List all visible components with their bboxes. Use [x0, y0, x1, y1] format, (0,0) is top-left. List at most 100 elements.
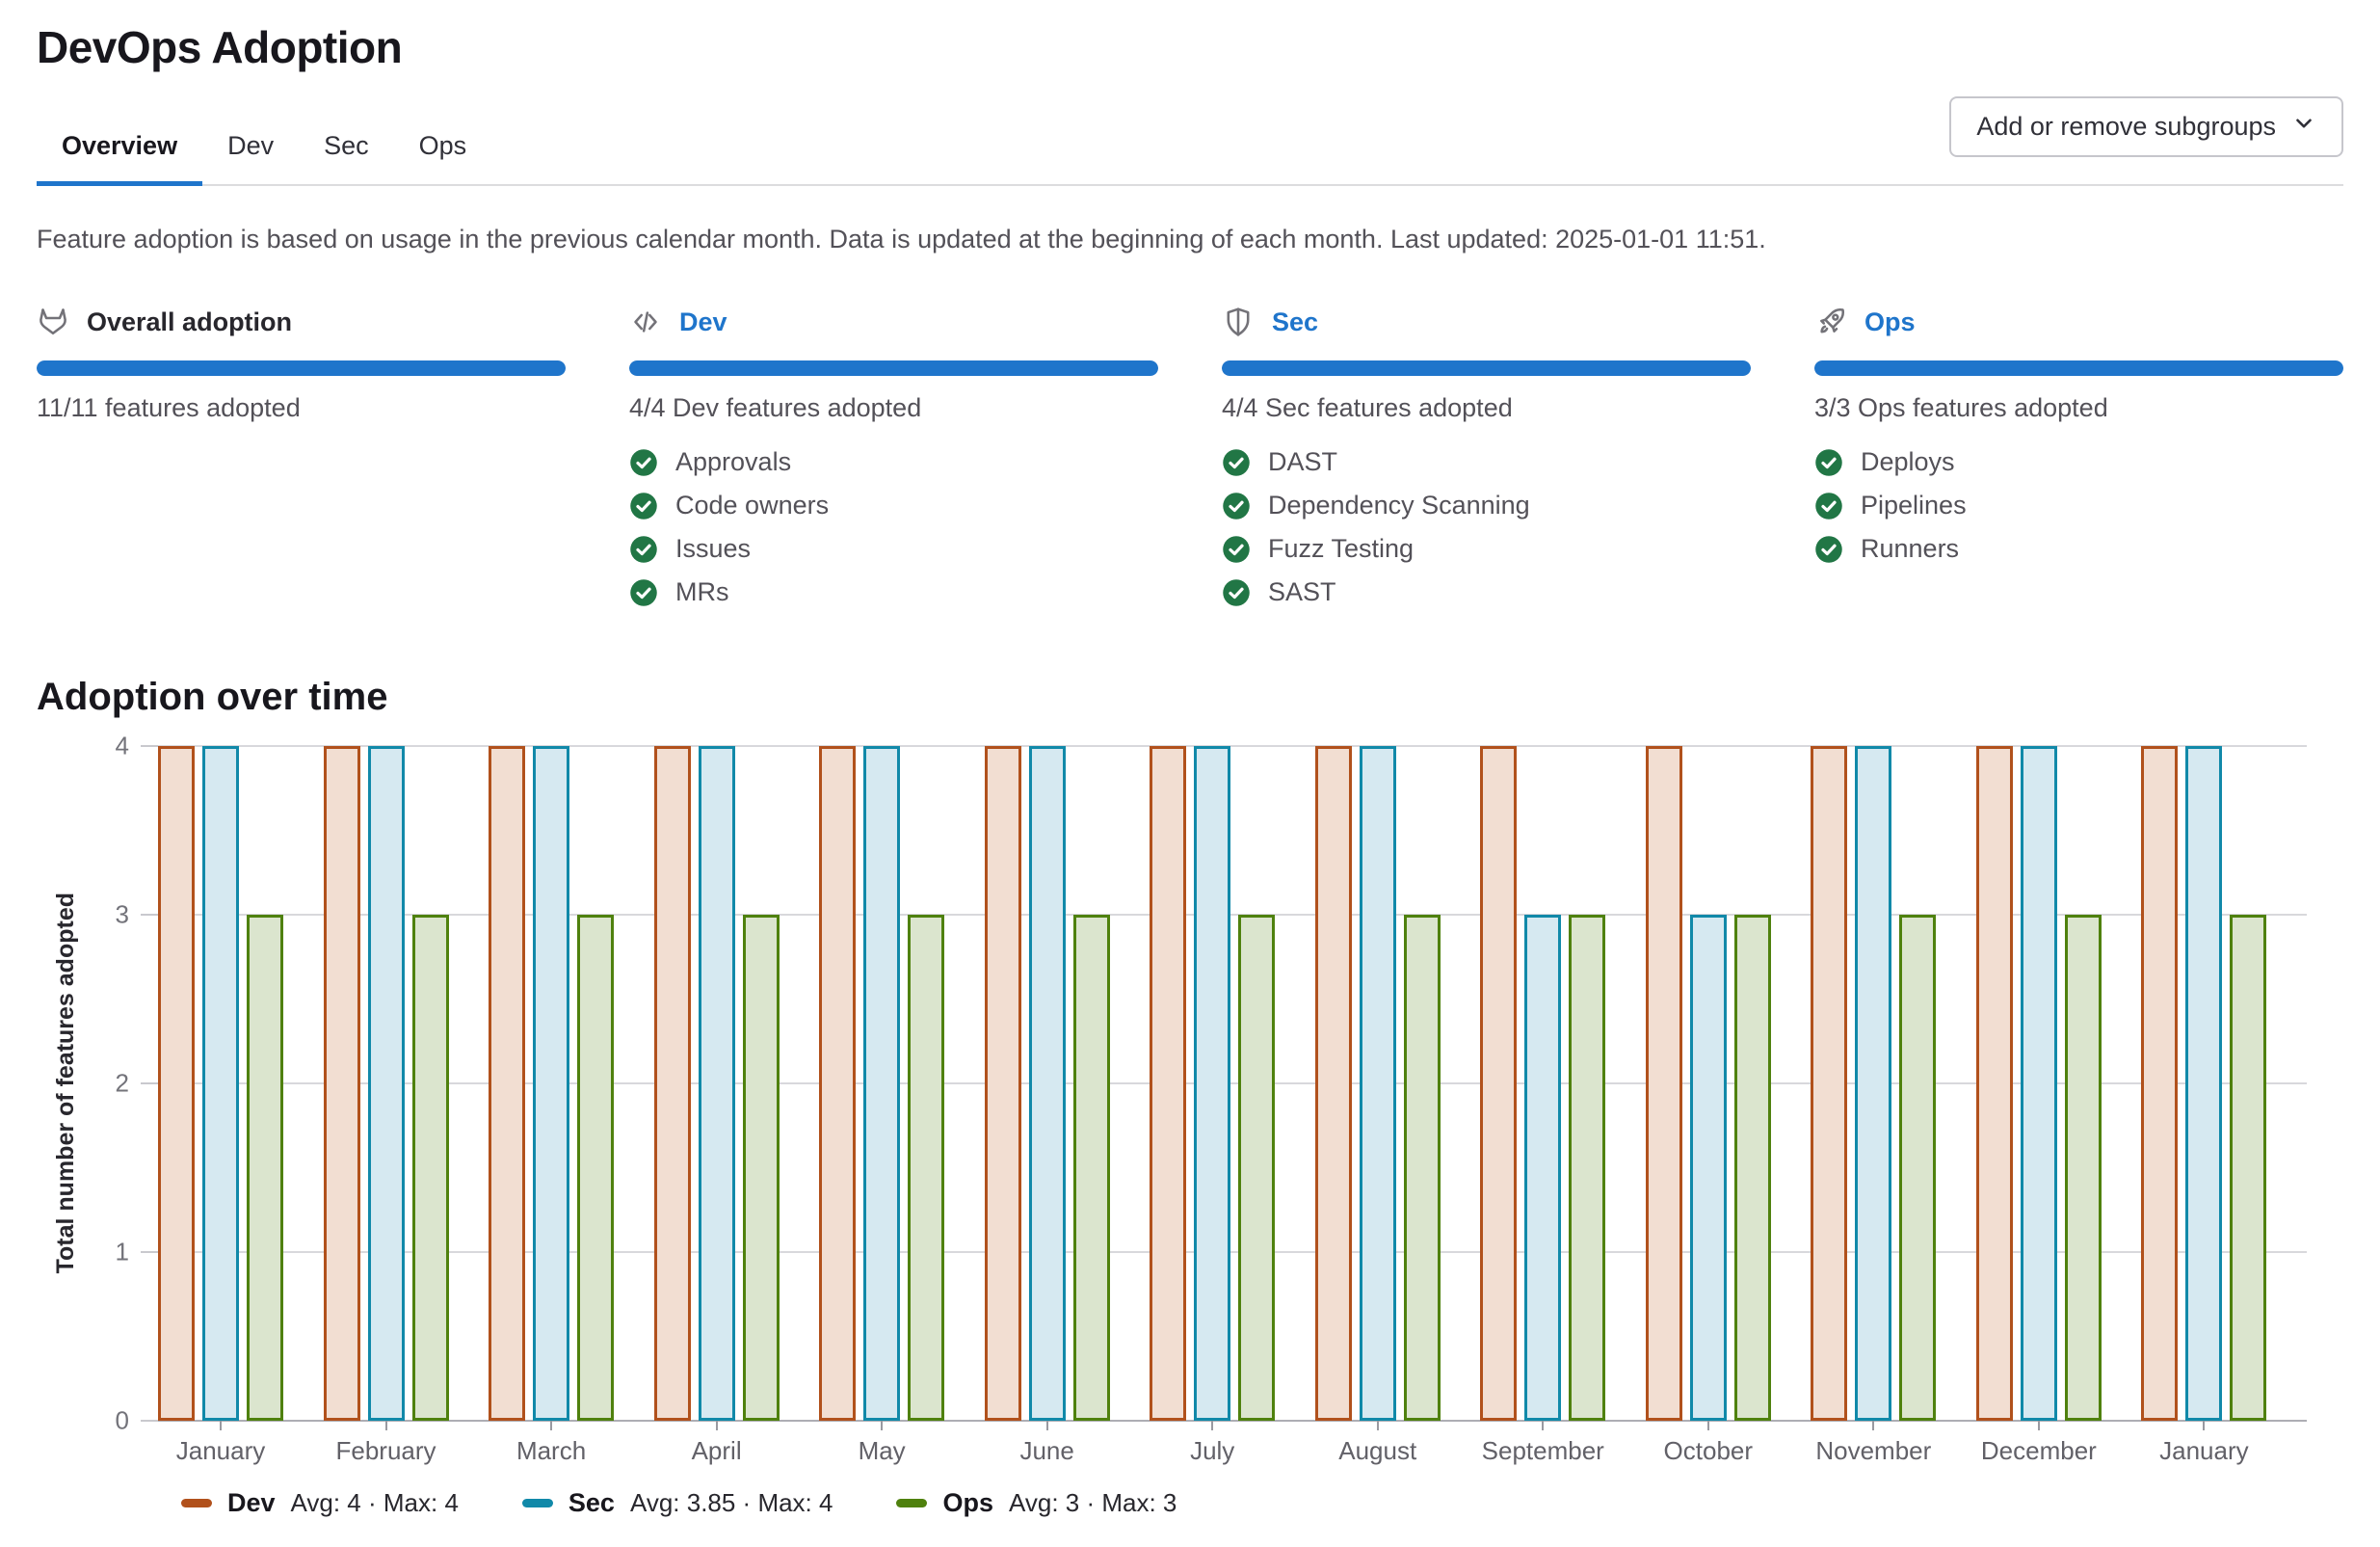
- legend-series-name: Dev: [227, 1488, 276, 1517]
- feature-item: Code owners: [629, 484, 1158, 527]
- feature-label: DAST: [1268, 447, 1338, 476]
- bar-ops-september[interactable]: [1569, 915, 1606, 1421]
- bar-groups: January February March April May June July Augu…: [158, 746, 2307, 1465]
- features-adopted-count-ops: 3/3 Ops features adopted: [1814, 393, 2108, 422]
- legend-dash-sec: [521, 1499, 553, 1507]
- legend-item-dev[interactable]: Dev Avg: 4 · Max: 4: [181, 1488, 459, 1518]
- feature-item: Pipelines: [1814, 484, 2343, 527]
- bar-sec-october[interactable]: [1689, 915, 1727, 1421]
- bar-dev-june[interactable]: [984, 746, 1021, 1421]
- month-group-2-february: February: [323, 746, 489, 1465]
- adoption-card-ops: Ops 3/3 Ops features adopted Deploys Pipeli…: [1814, 303, 2343, 614]
- bar-ops-july[interactable]: [1238, 915, 1276, 1421]
- y-tick-label-0: 0: [115, 1405, 129, 1435]
- features-adopted-count-sec: 4/4 Sec features adopted: [1222, 393, 1513, 422]
- tab-sec[interactable]: Sec: [324, 131, 369, 160]
- bar-dev-january[interactable]: [158, 746, 195, 1421]
- y-tick-mark-3: [141, 914, 158, 916]
- check-circle-icon: [1222, 448, 1251, 477]
- bar-sec-july[interactable]: [1194, 746, 1231, 1421]
- feature-item: Fuzz Testing: [1222, 527, 1751, 571]
- month-group-5-may: May: [819, 746, 985, 1465]
- card-header-dev: Dev: [629, 303, 1158, 341]
- gridline: [158, 1251, 2307, 1253]
- x-axis-label-april: April: [691, 1436, 742, 1465]
- card-title-sec[interactable]: Sec: [1272, 307, 1319, 336]
- x-tick-mark-october: [1706, 1421, 1709, 1430]
- y-tick-label-2: 2: [115, 1068, 129, 1098]
- bar-dev-august[interactable]: [1314, 746, 1352, 1421]
- bar-sec-may[interactable]: [863, 746, 901, 1421]
- bar-dev-september[interactable]: [1480, 746, 1518, 1421]
- progress-bar-dev: [629, 360, 1158, 376]
- bar-ops-june[interactable]: [1072, 915, 1110, 1421]
- tab-overview[interactable]: Overview: [37, 112, 203, 186]
- y-axis-label-column: Total number of features adopted: [37, 746, 94, 1421]
- bar-ops-december[interactable]: [2064, 915, 2102, 1421]
- chevron-down-icon: [2291, 111, 2316, 143]
- month-group-8-august: August: [1314, 746, 1481, 1465]
- check-circle-icon: [1222, 535, 1251, 564]
- code-icon: [629, 306, 662, 338]
- bar-sec-february[interactable]: [367, 746, 405, 1421]
- legend-item-ops[interactable]: Ops Avg: 3 · Max: 3: [896, 1488, 1177, 1518]
- feature-item: Runners: [1814, 527, 2343, 571]
- bar-dev-april[interactable]: [653, 746, 691, 1421]
- tab-dev[interactable]: Dev: [227, 131, 275, 160]
- bar-sec-august[interactable]: [1359, 746, 1396, 1421]
- bar-sec-april[interactable]: [698, 746, 735, 1421]
- add-remove-subgroups-button[interactable]: Add or remove subgroups: [1949, 96, 2343, 157]
- feature-label: SAST: [1268, 577, 1336, 606]
- bar-sec-january[interactable]: [202, 746, 239, 1421]
- x-tick-mark-january: [2203, 1421, 2206, 1430]
- legend-series-stats: Avg: 4 · Max: 4: [290, 1488, 459, 1517]
- month-group-9-september: September: [1480, 746, 1646, 1465]
- bar-ops-january[interactable]: [2230, 915, 2267, 1421]
- card-title-overall: Overall adoption: [87, 307, 293, 336]
- month-group-11-november: November: [1811, 746, 1976, 1465]
- bar-dev-july[interactable]: [1150, 746, 1187, 1421]
- bar-sec-june[interactable]: [1028, 746, 1066, 1421]
- bar-ops-january[interactable]: [247, 915, 283, 1421]
- bar-dev-february[interactable]: [323, 746, 360, 1421]
- bar-sec-december[interactable]: [2020, 746, 2057, 1421]
- x-axis-label-october: October: [1663, 1436, 1754, 1465]
- card-title-dev[interactable]: Dev: [679, 307, 727, 336]
- x-tick-mark-july: [1211, 1421, 1214, 1430]
- bar-sec-january[interactable]: [2185, 746, 2223, 1421]
- month-group-4-april: April: [653, 746, 820, 1465]
- bar-ops-august[interactable]: [1403, 915, 1441, 1421]
- card-title-ops[interactable]: Ops: [1864, 307, 1916, 336]
- x-tick-mark-june: [1045, 1421, 1048, 1430]
- feature-label: MRs: [675, 577, 729, 606]
- bar-dev-october[interactable]: [1645, 746, 1682, 1421]
- card-header-sec: Sec: [1222, 303, 1751, 341]
- progress-bar-overall: [37, 360, 566, 376]
- tab-bar: Overview Dev Sec Ops Add or remove subgroup…: [37, 96, 2343, 186]
- bar-ops-february[interactable]: [411, 915, 449, 1421]
- bar-ops-may[interactable]: [908, 915, 945, 1421]
- feature-label: Deploys: [1861, 447, 1955, 476]
- x-axis-label-december: December: [1980, 1436, 2097, 1465]
- y-tick-mark-1: [141, 1251, 158, 1253]
- bar-dev-may[interactable]: [819, 746, 857, 1421]
- feature-list-dev: Approvals Code owners Issues MRs: [629, 440, 1158, 614]
- bar-sec-september[interactable]: [1524, 915, 1562, 1421]
- bar-sec-march[interactable]: [533, 746, 570, 1421]
- bar-ops-march[interactable]: [577, 915, 615, 1421]
- tab-ops[interactable]: Ops: [418, 131, 467, 160]
- bar-dev-december[interactable]: [1975, 746, 2013, 1421]
- bar-ops-april[interactable]: [742, 915, 780, 1421]
- feature-item: Deploys: [1814, 440, 2343, 484]
- feature-item: SAST: [1222, 571, 1751, 614]
- legend-item-sec[interactable]: Sec Avg: 3.85 · Max: 4: [521, 1488, 833, 1518]
- bar-sec-november[interactable]: [1855, 746, 1892, 1421]
- bar-ops-october[interactable]: [1733, 915, 1771, 1421]
- bar-dev-january[interactable]: [2141, 746, 2179, 1421]
- month-group-7-july: July: [1150, 746, 1315, 1465]
- bar-dev-november[interactable]: [1811, 746, 1848, 1421]
- adoption-card-overall: Overall adoption 11/11 features adopted: [37, 303, 566, 614]
- bar-dev-march[interactable]: [489, 746, 526, 1421]
- bar-ops-november[interactable]: [1899, 915, 1937, 1421]
- check-circle-icon: [629, 448, 658, 477]
